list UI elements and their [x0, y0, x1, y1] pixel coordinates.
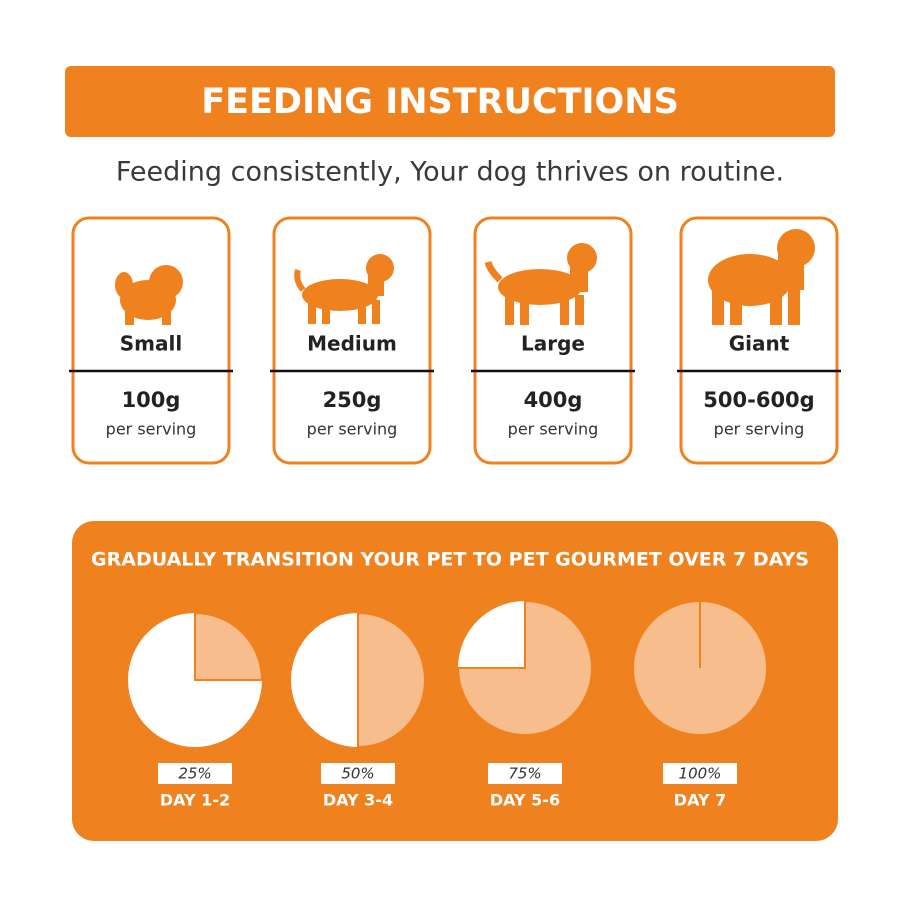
percent-label: 75%: [508, 765, 541, 783]
size-card: [71, 216, 231, 465]
serving-unit: per serving: [714, 420, 805, 439]
percent-box: [663, 763, 737, 784]
serving-amount: 500-600g: [703, 388, 814, 412]
dog-icon-medium: [294, 254, 394, 324]
transition-panel: [72, 521, 838, 841]
serving-amount: 400g: [524, 388, 583, 412]
size-label: Giant: [729, 332, 790, 356]
transition-title: GRADUALLY TRANSITION YOUR PET TO PET GOU…: [91, 549, 809, 571]
percent-label: 50%: [341, 765, 374, 783]
day-label: DAY 7: [674, 791, 726, 810]
dog-icon-small: [115, 265, 183, 325]
pie-wedge: [357, 611, 426, 749]
size-label: Medium: [307, 332, 397, 356]
subtitle: Feeding consistently, Your dog thrives o…: [116, 157, 784, 188]
dog-icon-giant: [708, 229, 815, 325]
day-label: DAY 5-6: [490, 791, 560, 810]
header-bar: [65, 66, 835, 137]
size-label: Small: [120, 332, 182, 356]
percent-box: [321, 763, 395, 784]
percent-box: [488, 763, 562, 784]
title: FEEDING INSTRUCTIONS: [201, 82, 679, 122]
percent-label: 100%: [679, 765, 722, 783]
percent-box: [158, 763, 232, 784]
serving-amount: 250g: [323, 388, 382, 412]
size-label: Large: [521, 332, 585, 356]
serving-amount: 100g: [122, 388, 181, 412]
pie-wedge: [456, 599, 593, 736]
serving-unit: per serving: [307, 420, 398, 439]
dog-icon-large: [484, 243, 597, 325]
serving-unit: per serving: [106, 420, 197, 439]
day-label: DAY 1-2: [160, 791, 230, 810]
day-label: DAY 3-4: [323, 791, 393, 810]
percent-label: 25%: [178, 765, 211, 783]
size-card: [272, 216, 432, 465]
serving-unit: per serving: [508, 420, 599, 439]
pie-wedge: [194, 611, 264, 681]
